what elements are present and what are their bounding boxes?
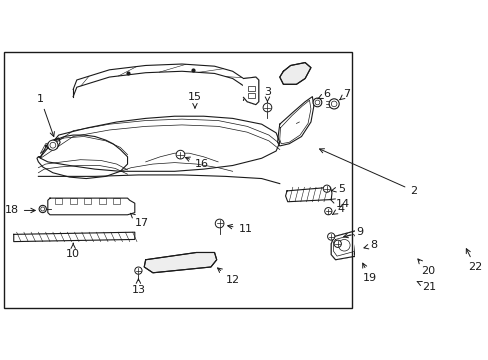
Polygon shape — [144, 252, 216, 273]
Bar — [402, 231, 411, 256]
Circle shape — [312, 98, 321, 107]
Circle shape — [135, 267, 142, 274]
Text: 10: 10 — [66, 243, 80, 259]
Circle shape — [39, 205, 46, 213]
Text: 5: 5 — [331, 184, 344, 194]
Polygon shape — [330, 231, 360, 260]
Text: 18: 18 — [5, 206, 35, 215]
Text: 17: 17 — [130, 213, 149, 229]
Bar — [99, 198, 105, 204]
Bar — [430, 226, 445, 248]
Circle shape — [263, 103, 271, 112]
Circle shape — [328, 99, 339, 109]
Circle shape — [327, 233, 334, 240]
Polygon shape — [354, 239, 378, 264]
Bar — [389, 244, 401, 273]
Bar — [247, 86, 255, 91]
Bar — [69, 198, 77, 204]
Polygon shape — [279, 63, 310, 84]
Bar — [427, 222, 464, 252]
Circle shape — [324, 208, 331, 215]
Text: 9: 9 — [343, 227, 362, 238]
Bar — [84, 198, 91, 204]
Bar — [113, 198, 120, 204]
Bar — [447, 226, 461, 248]
Circle shape — [333, 240, 341, 247]
Bar — [55, 198, 62, 204]
Text: 7: 7 — [339, 90, 349, 100]
Circle shape — [215, 219, 224, 228]
Text: 22: 22 — [466, 249, 482, 272]
Text: 4: 4 — [332, 204, 344, 215]
Circle shape — [48, 140, 58, 150]
Text: 19: 19 — [362, 263, 376, 283]
Polygon shape — [243, 77, 258, 105]
Circle shape — [323, 185, 330, 192]
Text: 13: 13 — [131, 279, 145, 295]
Text: 3: 3 — [264, 87, 270, 102]
Text: 8: 8 — [363, 240, 377, 250]
Polygon shape — [387, 225, 414, 276]
Text: 14: 14 — [329, 199, 349, 209]
Text: 20: 20 — [417, 259, 434, 276]
Text: 6: 6 — [317, 90, 329, 99]
Circle shape — [402, 274, 409, 282]
Bar — [247, 93, 255, 98]
Text: 1: 1 — [37, 94, 54, 136]
Text: 2: 2 — [319, 149, 417, 196]
Text: 15: 15 — [187, 92, 202, 108]
Text: 16: 16 — [185, 157, 208, 169]
Circle shape — [176, 150, 184, 159]
Text: 21: 21 — [416, 282, 436, 292]
Text: 11: 11 — [227, 224, 252, 234]
Text: 12: 12 — [217, 268, 239, 285]
